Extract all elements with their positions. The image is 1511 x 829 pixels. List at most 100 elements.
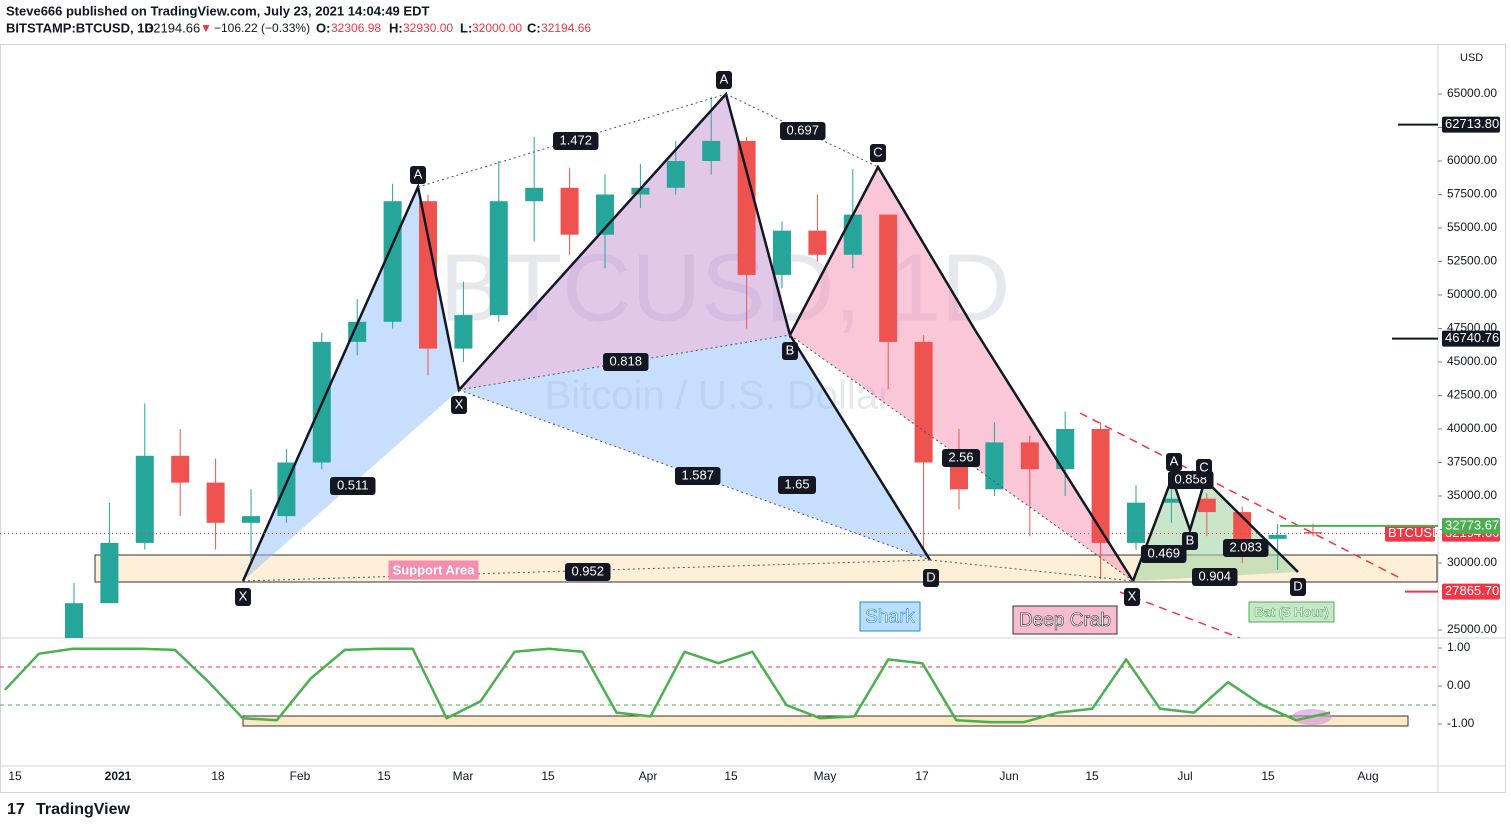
price-line-label-bg: [1442, 330, 1500, 347]
dotted-line: [929, 559, 1134, 582]
osc-box: [242, 715, 1409, 727]
osc-tick-label: 0.00: [1447, 678, 1471, 692]
candle-body: [950, 462, 968, 490]
ratio-bg: [942, 449, 980, 467]
x-tick-label: 15: [724, 769, 738, 783]
point-label: X: [1128, 588, 1137, 603]
candle-body: [773, 230, 791, 275]
point-label: A: [720, 71, 729, 86]
pattern-leg: [1131, 474, 1299, 582]
ratio-bg: [778, 476, 816, 494]
h-label: H:: [389, 20, 403, 35]
ratio-bg: [330, 477, 376, 495]
symbol-line: BITSTAMP:BTCUSD, 1D 32194.66 ▼ −106.22 (…: [6, 20, 591, 35]
ratio-bg: [603, 353, 649, 371]
candle-body: [1233, 512, 1252, 539]
y-tick-label: 37500.00: [1447, 455, 1497, 469]
point-label: D: [1293, 578, 1302, 593]
candle-body: [1127, 502, 1145, 543]
candle-body: [1056, 429, 1075, 470]
y-tick-label: 55000.00: [1447, 220, 1497, 234]
pattern-leg: [788, 334, 932, 561]
y-tick-label: 42500.00: [1447, 388, 1497, 402]
x-tick-label: 17: [915, 769, 929, 783]
osc-tick-label: -1.00: [1447, 716, 1475, 730]
pattern-area: [790, 167, 1133, 581]
candle-body: [525, 187, 544, 202]
ratio-label: 2.56: [948, 449, 973, 464]
candle-body: [808, 230, 827, 255]
ratio-label: 0.511: [337, 477, 369, 492]
candle-body: [242, 516, 260, 523]
x-tick-label: 15: [377, 769, 391, 783]
pattern-area: [459, 94, 790, 390]
ratio-label: 1.587: [681, 467, 714, 482]
candle-body: [65, 603, 83, 638]
price-line-label: 32773.67: [1445, 517, 1499, 532]
candle-body: [1304, 532, 1322, 534]
pattern-name-bg: [859, 601, 921, 632]
price-line-label: 62713.80: [1445, 116, 1499, 131]
candle-body: [985, 442, 1004, 490]
high: 32930.00: [403, 21, 453, 35]
point-bg: [451, 396, 467, 414]
pattern-area: [459, 335, 930, 560]
y-tick-label: 65000.00: [1447, 86, 1497, 100]
x-tick-label: 15: [1085, 769, 1099, 783]
ratio-label: 1.472: [559, 132, 592, 147]
candle-body: [1091, 429, 1110, 543]
point-bg: [410, 166, 426, 184]
pattern-name-bg: [1012, 605, 1118, 635]
point-label: A: [1170, 453, 1179, 468]
x-tick-label: 2021: [105, 769, 132, 783]
price-line-label-bg: [1442, 583, 1500, 600]
point-label: B: [1186, 532, 1195, 547]
point-bg: [1182, 532, 1198, 550]
x-tick-label: Aug: [1357, 769, 1378, 783]
o-label: O:: [316, 20, 330, 35]
candle-body: [100, 542, 119, 604]
open: 32306.98: [331, 21, 381, 35]
ratio-bg: [1141, 545, 1187, 563]
ratio-label: 0.952: [571, 563, 604, 578]
drawings: 1.472 0.697 0.818 0.511 1.587 1.65 0.952 2.56 0.…: [235, 71, 1335, 635]
y-tick-label: 50000.00: [1447, 287, 1497, 301]
candle-body: [171, 455, 190, 483]
point-label: D: [926, 569, 935, 584]
channel: [1079, 412, 1401, 579]
candle-body: [1020, 442, 1039, 470]
point-label: X: [239, 588, 248, 603]
pattern-name-bg: [1248, 601, 1335, 623]
x-tick-label: Feb: [290, 769, 311, 783]
ratio-bg: [565, 563, 611, 581]
pattern-leg: [241, 91, 1135, 582]
c-label: C:: [527, 20, 541, 35]
point-bg: [1196, 459, 1212, 477]
close: 32194.66: [541, 21, 591, 35]
y-tick-label: 52500.00: [1447, 254, 1497, 268]
pattern-area: [243, 187, 459, 581]
point-label: B: [786, 342, 795, 357]
price-line-label: 46740.76: [1445, 330, 1499, 345]
ratio-label: 0.697: [786, 122, 819, 137]
currency: USD: [1460, 52, 1483, 64]
ratio-label: 0.818: [609, 353, 642, 368]
candle-body: [454, 315, 473, 349]
candle-body: [383, 201, 402, 322]
y-tick-label: 35000.00: [1447, 488, 1497, 502]
y-tick-label: 25000.00: [1447, 622, 1497, 636]
candle-body: [1197, 498, 1216, 513]
x-tick-label: Mar: [453, 769, 474, 783]
candle-body: [914, 341, 933, 463]
x-tick-label: 15: [1261, 769, 1275, 783]
candle-body: [419, 201, 437, 349]
point-label: X: [455, 396, 464, 411]
candle-body: [135, 455, 154, 543]
x-tick-label: Jun: [999, 769, 1018, 783]
pattern-name: Bat (5 Hour): [1254, 604, 1328, 619]
point-bg: [782, 342, 798, 360]
frame: [0, 44, 1506, 793]
y-tick-label: 30000.00: [1447, 555, 1497, 569]
price-line-label-bg: [1442, 517, 1500, 534]
